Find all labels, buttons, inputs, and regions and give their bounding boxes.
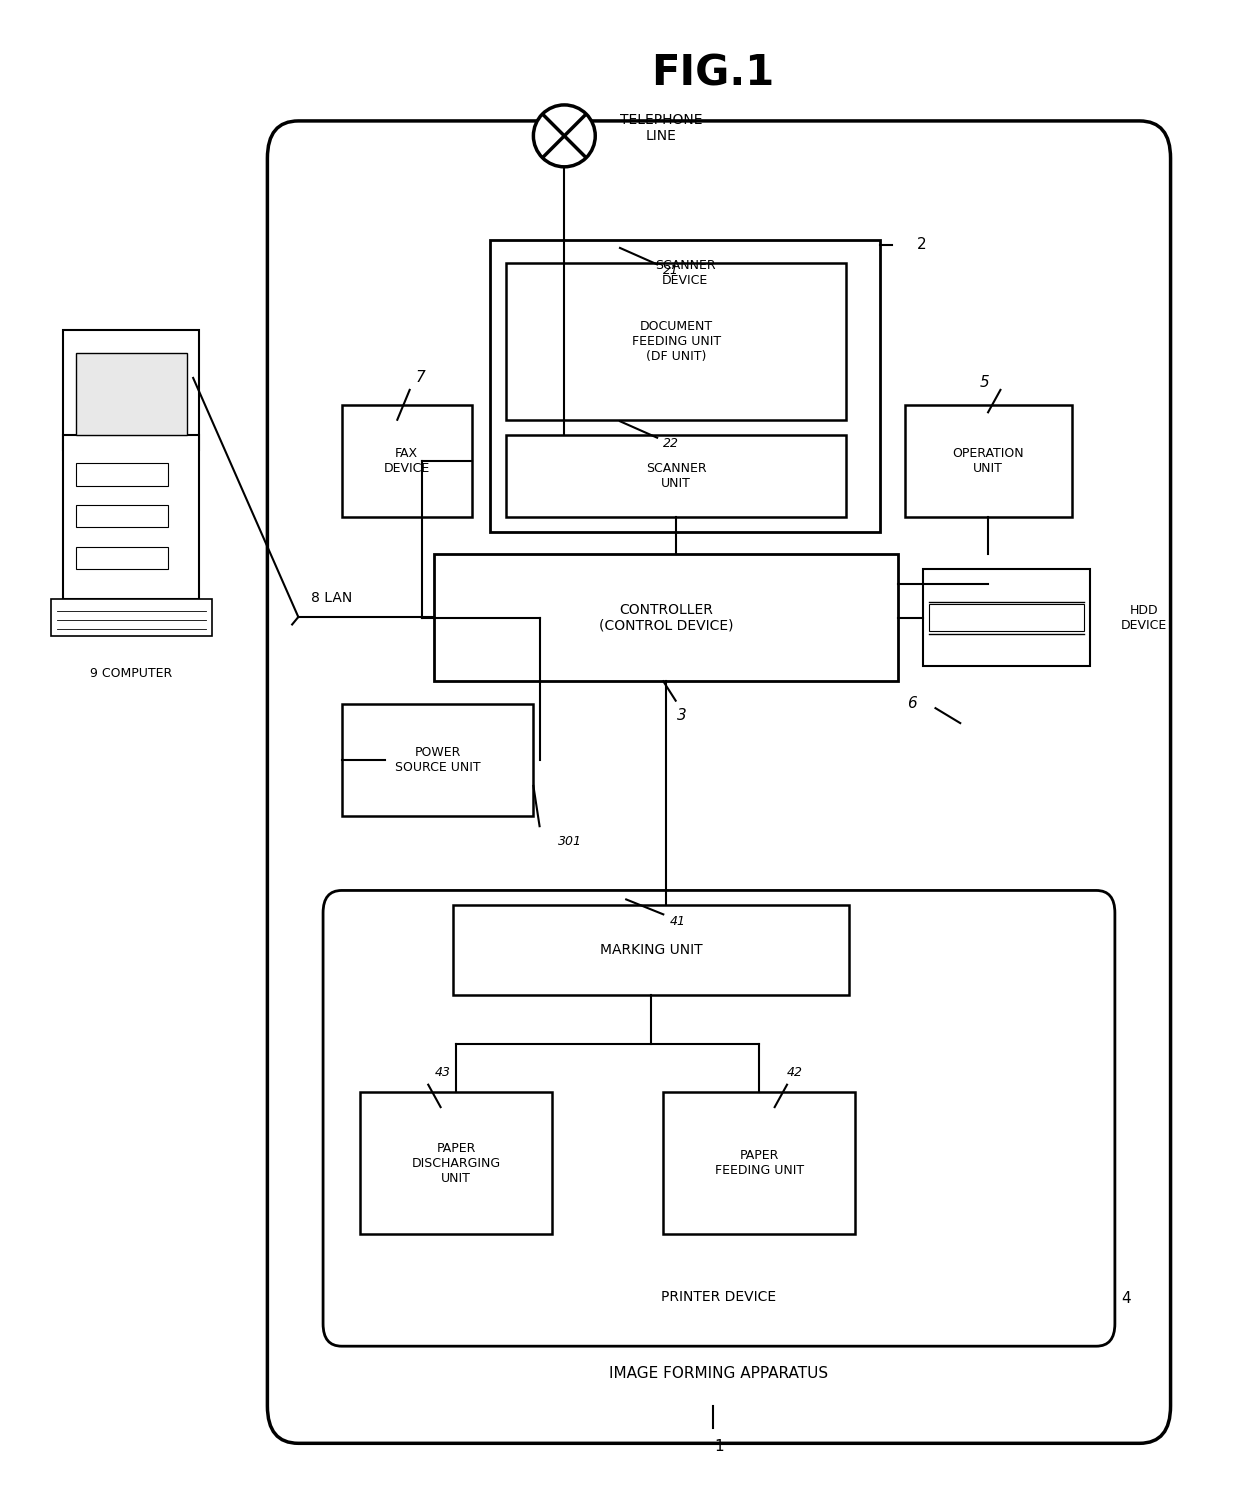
Text: 21: 21: [663, 263, 680, 277]
Text: DOCUMENT
FEEDING UNIT
(DF UNIT): DOCUMENT FEEDING UNIT (DF UNIT): [631, 320, 720, 362]
Bar: [76, 463, 169, 485]
Bar: [453, 906, 849, 996]
Text: PAPER
FEEDING UNIT: PAPER FEEDING UNIT: [714, 1150, 804, 1177]
Bar: [663, 1093, 856, 1234]
Text: 5: 5: [980, 374, 990, 389]
Text: PRINTER DEVICE: PRINTER DEVICE: [661, 1290, 776, 1304]
Bar: [490, 241, 880, 531]
Text: 3: 3: [677, 708, 687, 723]
FancyBboxPatch shape: [324, 891, 1115, 1346]
Text: FAX
DEVICE: FAX DEVICE: [383, 448, 430, 475]
Text: 4: 4: [1121, 1290, 1131, 1305]
Text: 22: 22: [663, 437, 680, 451]
Bar: [434, 554, 898, 681]
Bar: [904, 404, 1071, 516]
Bar: [76, 546, 169, 569]
Text: 1: 1: [714, 1439, 724, 1454]
Text: CONTROLLER
(CONTROL DEVICE): CONTROLLER (CONTROL DEVICE): [599, 603, 734, 633]
Bar: [76, 504, 169, 527]
Text: SCANNER
UNIT: SCANNER UNIT: [646, 461, 707, 490]
Text: FIG.1: FIG.1: [651, 52, 775, 94]
Text: 9 COMPUTER: 9 COMPUTER: [91, 668, 172, 680]
Text: TELEPHONE
LINE: TELEPHONE LINE: [620, 114, 703, 144]
Text: MARKING UNIT: MARKING UNIT: [600, 943, 702, 957]
Text: 7: 7: [415, 370, 425, 385]
Bar: [63, 434, 200, 599]
Bar: [506, 263, 847, 419]
Text: SCANNER
DEVICE: SCANNER DEVICE: [655, 259, 715, 287]
Bar: [923, 569, 1090, 666]
FancyBboxPatch shape: [268, 121, 1171, 1443]
Text: 2: 2: [916, 238, 926, 253]
Bar: [76, 352, 187, 434]
Ellipse shape: [533, 105, 595, 166]
Text: 6: 6: [908, 696, 916, 711]
Bar: [51, 599, 212, 636]
Bar: [63, 331, 200, 449]
Text: OPERATION
UNIT: OPERATION UNIT: [952, 448, 1024, 475]
Text: 41: 41: [670, 915, 686, 928]
Bar: [929, 605, 1084, 632]
Bar: [342, 404, 471, 516]
Text: IMAGE FORMING APPARATUS: IMAGE FORMING APPARATUS: [609, 1365, 828, 1380]
Text: 8 LAN: 8 LAN: [311, 591, 352, 605]
Text: 43: 43: [434, 1066, 450, 1079]
Bar: [342, 704, 533, 816]
Text: PAPER
DISCHARGING
UNIT: PAPER DISCHARGING UNIT: [412, 1142, 501, 1184]
Bar: [506, 434, 847, 516]
Text: HDD
DEVICE: HDD DEVICE: [1121, 603, 1167, 632]
Text: POWER
SOURCE UNIT: POWER SOURCE UNIT: [394, 746, 480, 774]
Text: 301: 301: [558, 835, 582, 847]
Text: 42: 42: [787, 1066, 804, 1079]
Bar: [360, 1093, 552, 1234]
